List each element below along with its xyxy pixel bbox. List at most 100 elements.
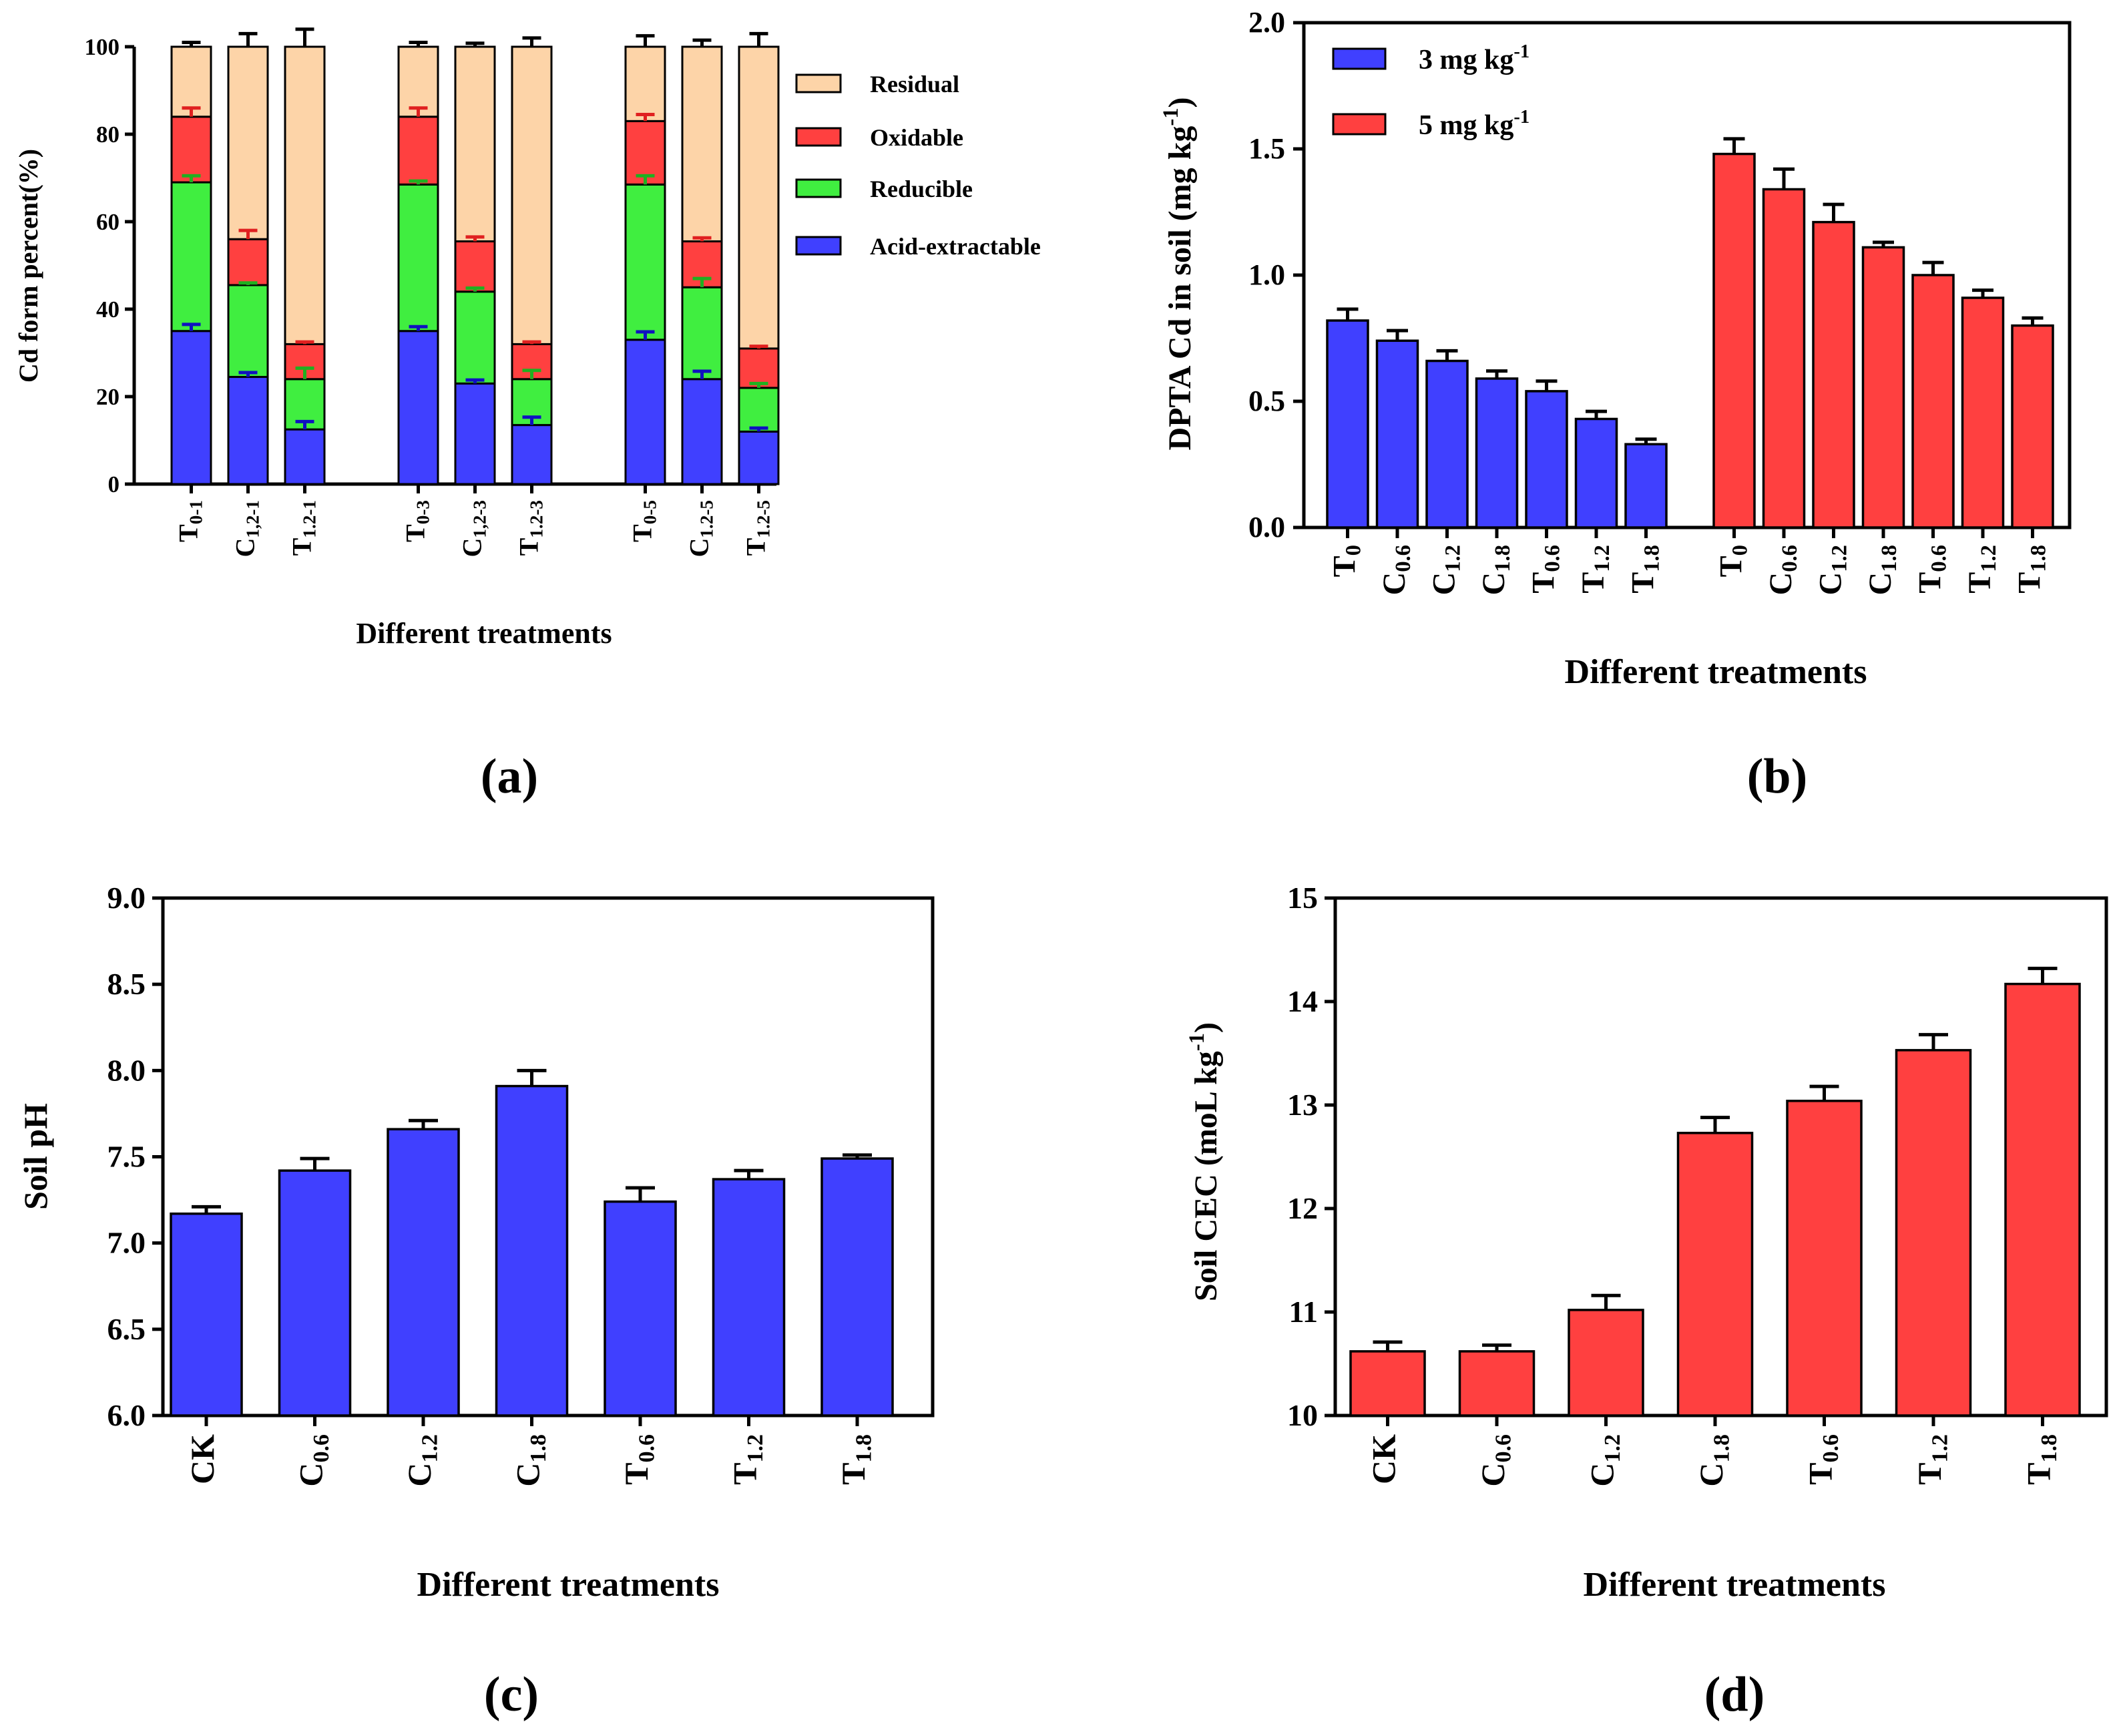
x-tick-label: T1.8 (2012, 545, 2051, 594)
x-tick-label-main: T (835, 1463, 872, 1485)
x-tick-label-main: T (741, 537, 771, 556)
panel-b-dtpa-cd-bar-chart: 0.00.51.01.52.0T0C0.6C1.2C1.8T0.6T1.2T1.… (1159, 6, 2072, 804)
x-tick-label-main: C (1813, 572, 1849, 596)
bar-oxidable-1 (227, 238, 269, 286)
y-tick-label: 8.0 (107, 1053, 146, 1087)
error-bar-acid-extractable-8 (749, 426, 768, 432)
x-tick-label-sub: 1.8 (2037, 1434, 2062, 1463)
x-tick-label-main: CK (184, 1434, 221, 1484)
bar-series0-5 (1574, 417, 1618, 529)
x-tick-label-sub: 1.2 (417, 1434, 442, 1463)
y-tick-label: 10 (1287, 1398, 1318, 1432)
y-tick-label: 40 (96, 296, 120, 322)
x-tick-label: C1.2-5 (684, 500, 717, 558)
y-tick-label: 80 (96, 122, 120, 148)
error-bar-acid-extractable-4 (465, 378, 485, 384)
x-tick-label-main: C (292, 1463, 330, 1487)
error-bar-3 (517, 1068, 547, 1086)
x-tick-label-sub: 1,2-3 (470, 500, 490, 538)
error-bar-4 (626, 1186, 655, 1202)
bar-series1-1 (1762, 188, 1806, 529)
error-bar-0 (192, 1205, 221, 1214)
y-tick-label: 7.5 (107, 1140, 146, 1174)
x-tick-label: T1.2-5 (741, 500, 774, 556)
error-bar-reducible-5 (522, 369, 541, 379)
error-bar-series0-6 (1635, 437, 1657, 445)
x-tick-label-main: C (1763, 572, 1799, 596)
x-tick-label: T1.8 (1626, 545, 1664, 594)
x-tick-label-sub: 0-5 (640, 500, 660, 524)
bar-residual-7 (681, 45, 723, 242)
error-bar-2 (409, 1118, 438, 1130)
x-tick-label: T0 (1327, 545, 1366, 577)
error-bar-oxidable-7 (692, 236, 712, 242)
x-tick-label-sub: 1.8 (526, 1434, 551, 1463)
x-tick-label: C1.2 (1427, 545, 1465, 595)
x-tick-label-main: T (1626, 572, 1661, 594)
x-tick-label: T0.6 (1526, 545, 1565, 594)
error-bar-2 (1591, 1293, 1621, 1310)
x-tick-label: C0.6 (1763, 545, 1802, 595)
x-tick-label-sub: 1.8 (2027, 545, 2051, 572)
error-bar-series1-0 (1723, 137, 1745, 154)
bar-3 (495, 1084, 569, 1417)
x-tick-label-main: C (230, 538, 260, 558)
x-tick-label-sub: 0 (1728, 545, 1752, 556)
x-tick-label-main: C (1474, 1463, 1511, 1487)
x-tick-label-main: T (1576, 572, 1611, 594)
error-bar-series1-2 (1823, 202, 1845, 222)
x-tick-label-sub: 0-3 (413, 500, 433, 524)
bar-acid-extractable-6 (624, 339, 666, 485)
bar-series0-2 (1425, 359, 1469, 529)
y-tick-label: 0 (108, 471, 120, 497)
bar-reducible-1 (227, 284, 269, 379)
bar-reducible-3 (397, 183, 439, 333)
error-bar-residual-3 (409, 40, 428, 47)
legend-label: 3 mg kg-1 (1419, 41, 1530, 75)
error-bar-reducible-2 (295, 366, 314, 379)
y-tick-label: 9.0 (107, 881, 146, 915)
legend-label-main: 3 mg kg (1419, 45, 1513, 75)
error-bar-residual-7 (692, 38, 712, 47)
bar-series1-6 (2011, 324, 2054, 529)
bar-residual-3 (397, 45, 439, 118)
error-bar-oxidable-1 (238, 228, 258, 240)
x-tick-label-main: C (1377, 572, 1412, 596)
x-tick-label-sub: 0.6 (1541, 545, 1565, 572)
bar-residual-8 (738, 45, 780, 350)
x-tick-label: T1.2 (1911, 1434, 1952, 1485)
bar-series0-1 (1375, 339, 1419, 529)
error-bar-reducible-1 (238, 281, 258, 285)
panel-c-soil-ph-bar-chart: 6.06.57.07.58.08.59.0CK C0.6C1.2C1.8T0.6T… (17, 881, 935, 1722)
legend-swatch-reducible (795, 178, 842, 198)
x-tick-label-sub: 0.6 (1491, 1434, 1515, 1463)
y-axis-title-sup: -1 (1185, 1033, 1209, 1051)
bar-reducible-6 (624, 183, 666, 341)
x-tick-label: T0-5 (628, 500, 660, 542)
x-tick-label: T0.6 (1802, 1434, 1843, 1485)
x-tick-label-main: T (1714, 556, 1749, 577)
error-bar-series0-3 (1486, 369, 1507, 379)
x-tick-label: C0.6 (292, 1434, 334, 1487)
bar-5 (1895, 1049, 1972, 1417)
x-tick-label: CK (1365, 1434, 1403, 1484)
error-bar-acid-extractable-5 (522, 415, 541, 425)
x-tick-label-sub: 1.2 (1600, 1434, 1625, 1463)
x-tick-label-sub: 1.2-5 (697, 500, 717, 538)
bar-oxidable-0 (170, 116, 212, 184)
x-tick-label-main: C (457, 538, 487, 558)
x-tick-label: T1.2-1 (287, 500, 320, 556)
x-tick-label-main: C (1584, 1463, 1621, 1487)
error-bar-oxidable-2 (295, 340, 314, 345)
x-tick-label-sub: 1.2-1 (300, 500, 320, 538)
x-tick-label: T1.2 (1962, 545, 2001, 594)
y-tick-label: 8.5 (107, 967, 146, 1001)
bar-acid-extractable-4 (454, 382, 496, 485)
bar-acid-extractable-1 (227, 376, 269, 485)
y-tick-label: 20 (96, 384, 120, 410)
x-tick-label-sub: 0.6 (634, 1434, 659, 1463)
bar-2 (387, 1128, 460, 1417)
x-tick-label: T1.8 (2020, 1434, 2062, 1485)
error-bar-reducible-0 (182, 174, 201, 183)
